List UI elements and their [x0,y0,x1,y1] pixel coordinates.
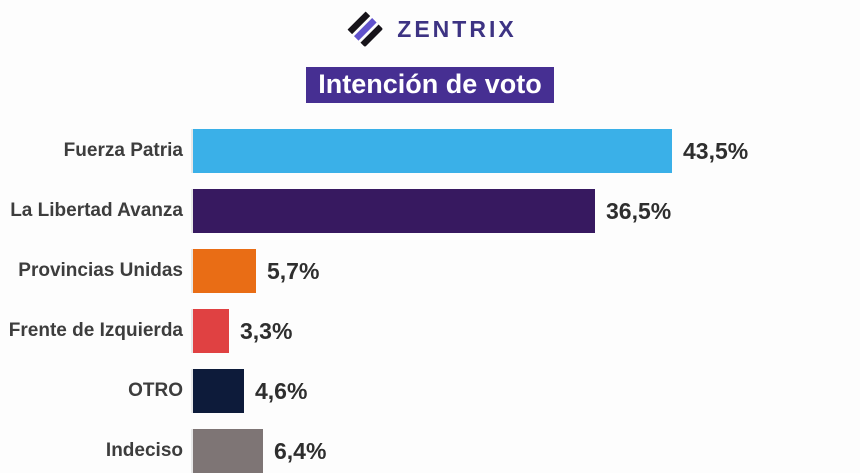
value-label: 36,5% [606,197,672,224]
bar-row: La Libertad Avanza 36,5% [0,189,860,234]
brand-wordmark: ZENTRIX [397,15,517,42]
bar-row: Indeciso 6,4% [0,429,860,473]
category-label: Indeciso [105,440,183,462]
bar [193,189,595,234]
bar-row: Frente de Izquierda 3,3% [0,309,860,354]
bar-row: Provincias Unidas 5,7% [0,249,860,294]
bar-chart: Fuerza Patria 43,5% La Libertad Avanza 3… [0,129,860,473]
category-label: Frente de Izquierda [8,320,183,342]
category-label: OTRO [128,380,183,402]
bar-track: 6,4% [191,429,860,473]
bar-row: Fuerza Patria 43,5% [0,129,860,174]
bar [193,309,229,354]
bar-track: 43,5% [191,129,860,174]
value-label: 5,7% [267,257,320,284]
bar-row: OTRO 4,6% [0,369,860,414]
category-label: Fuerza Patria [63,140,183,162]
bar-track: 36,5% [191,189,860,234]
bar-track: 3,3% [191,309,860,354]
value-label: 6,4% [274,437,327,464]
bar [193,129,672,174]
value-label: 43,5% [683,137,749,164]
category-label: Provincias Unidas [18,260,183,282]
bar [193,249,256,294]
zentrix-diamond-stripes-icon [343,7,387,51]
value-label: 3,3% [240,317,293,344]
bar-track: 5,7% [191,249,860,294]
chart-title-wrap: Intención de voto [0,67,860,104]
logo-header: ZENTRIX [0,0,860,52]
bar-track: 4,6% [191,369,860,414]
bar [193,369,244,414]
category-label: La Libertad Avanza [10,200,183,222]
value-label: 4,6% [255,377,308,404]
chart-title: Intención de voto [306,67,554,104]
bar [193,429,263,473]
